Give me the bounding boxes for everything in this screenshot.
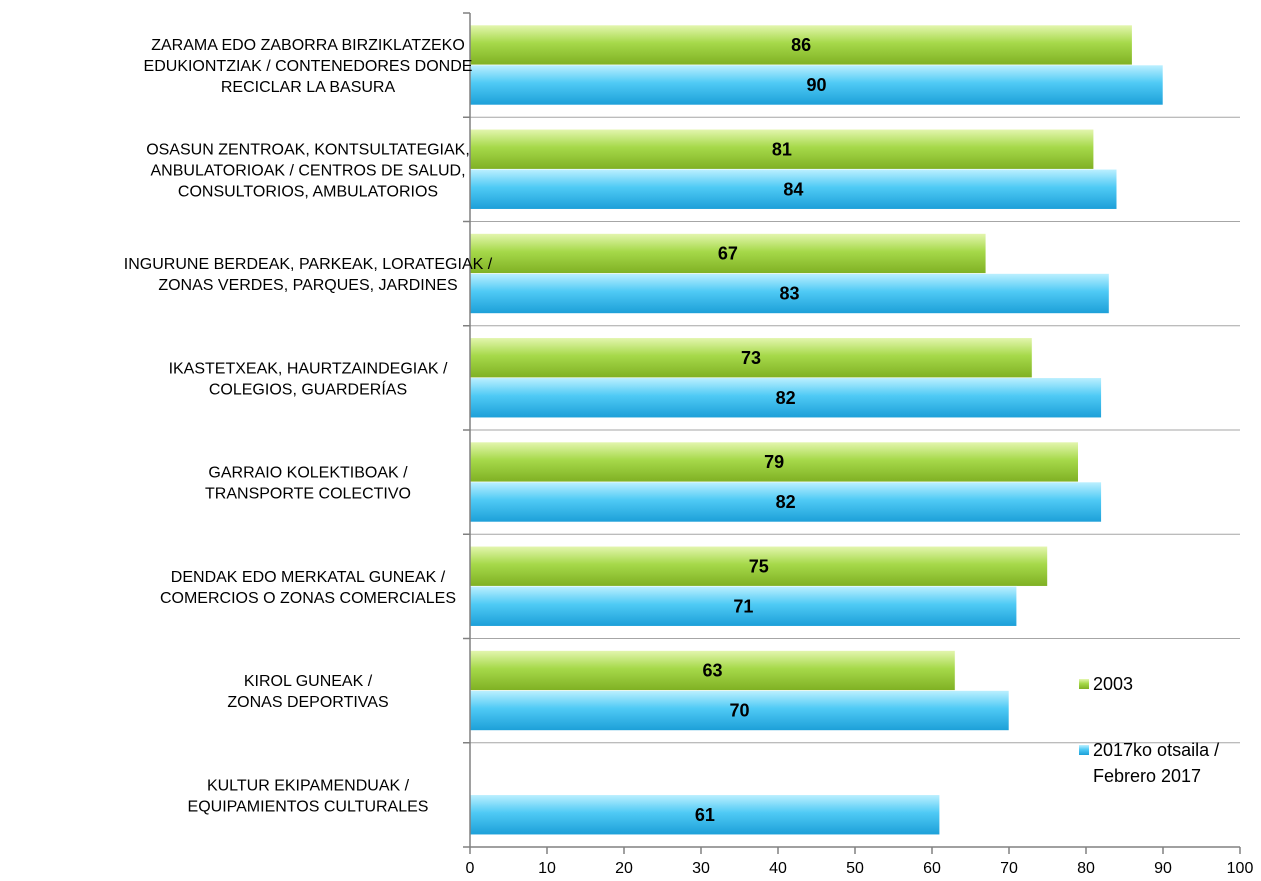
gridlines — [470, 116, 1240, 744]
data-label: 67 — [718, 244, 738, 264]
category-label-line: INGURUNE BERDEAK, PARKEAK, LORATEGIAK / — [124, 256, 493, 273]
bar-series-2-cat-8 — [469, 794, 941, 836]
category-label-line: EQUIPAMIENTOS CULTURALES — [188, 798, 429, 815]
category-label-line: OSASUN ZENTROAK, KONTSULTATEGIAK, — [146, 141, 470, 158]
x-tick-label: 20 — [615, 860, 633, 877]
data-label: 82 — [776, 388, 796, 408]
bar-series-2-cat-1 — [469, 64, 1164, 106]
x-tick-label: 90 — [1154, 860, 1172, 877]
category-label: IKASTETXEAK, HAURTZAINDEGIAK / COLEGIOS, … — [169, 360, 448, 398]
x-tick-label: 70 — [1000, 860, 1018, 877]
bar-series-1-cat-3 — [469, 233, 987, 274]
bar-series-1-cat-5 — [469, 441, 1079, 483]
legend-label: 2003 — [1093, 674, 1133, 694]
data-label: 84 — [783, 179, 803, 199]
x-tick-label: 50 — [846, 860, 864, 877]
category-label: KULTUR EKIPAMENDUAK / EQUIPAMIENTOS CULTU… — [188, 777, 429, 815]
category-label: OSASUN ZENTROAK, KONTSULTATEGIAK, ANBULAT… — [146, 141, 470, 200]
category-label-line: ZARAMA EDO ZABORRA BIRZIKLATZEKO — [151, 37, 465, 54]
axes: 0 10 20 30 40 50 60 70 80 90 100 — [463, 12, 1254, 877]
x-tick-label: 0 — [466, 860, 475, 877]
category-label-line: KIROL GUNEAK / — [244, 673, 373, 690]
category-label-line: ZONAS VERDES, PARQUES, JARDINES — [158, 277, 457, 294]
bar-series-2-cat-7 — [469, 690, 1010, 731]
data-label: 79 — [764, 452, 784, 472]
data-label: 82 — [776, 492, 796, 512]
category-label: INGURUNE BERDEAK, PARKEAK, LORATEGIAK / Z… — [124, 256, 493, 294]
bar-series-2-cat-2 — [469, 168, 1118, 210]
bar-series-2-cat-6 — [469, 585, 1018, 627]
category-label: KIROL GUNEAK / ZONAS DEPORTIVAS — [227, 673, 388, 711]
x-tick-label: 80 — [1077, 860, 1095, 877]
bar-series-1-cat-4 — [469, 337, 1033, 379]
category-label-line: GARRAIO KOLEKTIBOAK / — [208, 465, 408, 482]
data-label: 71 — [733, 596, 753, 616]
legend-swatch — [1079, 745, 1089, 755]
data-label: 83 — [780, 284, 800, 304]
data-label: 75 — [749, 556, 769, 576]
bar-series-1-cat-7 — [469, 650, 956, 691]
data-label: 90 — [806, 75, 826, 95]
category-label-line: DENDAK EDO MERKATAL GUNEAK / — [171, 569, 446, 586]
category-label-line: COLEGIOS, GUARDERÍAS — [209, 379, 407, 398]
category-label: ZARAMA EDO ZABORRA BIRZIKLATZEKO EDUKIONT… — [144, 37, 473, 96]
bar-series-2-cat-5 — [469, 481, 1102, 523]
x-tick-label: 10 — [538, 860, 556, 877]
bars: 86 90 81 84 67 83 73 82 79 82 75 71 63 70 61 — [469, 24, 1164, 836]
legend-label: 2017ko otsaila / — [1093, 740, 1219, 760]
data-label: 70 — [729, 701, 749, 721]
x-tick-label: 60 — [923, 860, 941, 877]
data-label: 61 — [695, 805, 715, 825]
category-label-line: RECICLAR LA BASURA — [221, 79, 396, 96]
x-tick-label: 30 — [692, 860, 710, 877]
category-label-line: COMERCIOS O ZONAS COMERCIALES — [160, 590, 456, 607]
bar-series-1-cat-2 — [469, 128, 1095, 170]
category-label-line: ZONAS DEPORTIVAS — [227, 694, 388, 711]
bar-series-2-cat-3 — [469, 273, 1110, 314]
category-label-line: ANBULATORIOAK / CENTROS DE SALUD, — [150, 162, 465, 179]
category-labels: ZARAMA EDO ZABORRA BIRZIKLATZEKO EDUKIONT… — [124, 37, 493, 815]
data-label: 86 — [791, 35, 811, 55]
data-label: 73 — [741, 348, 761, 368]
category-label-line: KULTUR EKIPAMENDUAK / — [207, 777, 410, 794]
data-label: 63 — [703, 661, 723, 681]
category-label-line: CONSULTORIOS, AMBULATORIOS — [178, 183, 438, 200]
x-tick-label: 40 — [769, 860, 787, 877]
legend-item-series-1: 2003 — [1079, 674, 1133, 694]
category-label: GARRAIO KOLEKTIBOAK / TRANSPORTE COLECTIV… — [205, 465, 411, 503]
category-label-line: TRANSPORTE COLECTIVO — [205, 486, 411, 503]
category-label: DENDAK EDO MERKATAL GUNEAK / COMERCIOS O … — [160, 569, 456, 607]
legend-item-series-2: 2017ko otsaila / Febrero 2017 — [1079, 740, 1219, 786]
legend-swatch — [1079, 679, 1089, 689]
legend: 2003 2017ko otsaila / Febrero 2017 — [1079, 674, 1219, 786]
bar-series-2-cat-4 — [469, 377, 1102, 419]
category-label-line: IKASTETXEAK, HAURTZAINDEGIAK / — [169, 360, 448, 377]
data-label: 81 — [772, 139, 792, 159]
legend-label: Febrero 2017 — [1093, 766, 1201, 786]
x-tick-label: 100 — [1227, 860, 1254, 877]
category-label-line: EDUKIONTZIAK / CONTENEDORES DONDE — [144, 58, 473, 75]
